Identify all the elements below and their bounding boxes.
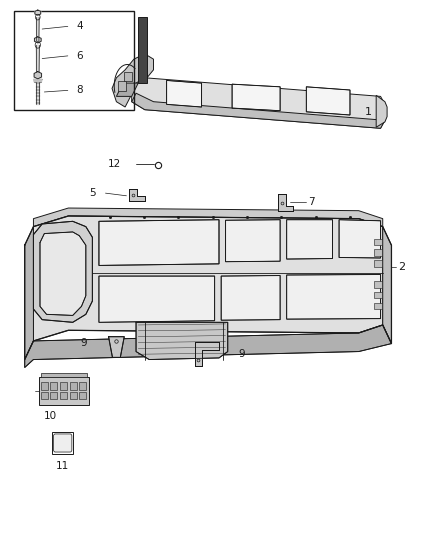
Polygon shape: [287, 220, 332, 259]
Bar: [70, 392, 77, 399]
Polygon shape: [132, 93, 385, 128]
Bar: [41, 382, 48, 390]
Bar: [118, 82, 126, 91]
Text: 9: 9: [239, 349, 245, 359]
Bar: [79, 392, 86, 399]
Polygon shape: [306, 87, 350, 115]
Polygon shape: [33, 216, 383, 341]
Bar: [374, 303, 382, 309]
Bar: [79, 382, 86, 390]
Text: 10: 10: [43, 411, 57, 421]
Bar: [14, 11, 134, 110]
Polygon shape: [36, 72, 39, 76]
Polygon shape: [117, 83, 138, 96]
Text: 8: 8: [76, 85, 83, 95]
Polygon shape: [35, 37, 41, 43]
Polygon shape: [37, 41, 39, 44]
Bar: [374, 292, 382, 298]
Polygon shape: [99, 276, 215, 322]
Bar: [70, 382, 77, 390]
Polygon shape: [166, 80, 201, 107]
Polygon shape: [36, 45, 39, 72]
Bar: [50, 382, 57, 390]
Polygon shape: [339, 220, 381, 258]
Polygon shape: [136, 322, 228, 360]
Bar: [374, 260, 382, 266]
Text: 7: 7: [307, 197, 314, 207]
Polygon shape: [226, 220, 280, 262]
Text: 2: 2: [398, 262, 405, 271]
Polygon shape: [278, 195, 293, 211]
Bar: [124, 72, 132, 82]
Bar: [39, 377, 89, 405]
Polygon shape: [99, 220, 219, 265]
Polygon shape: [138, 17, 147, 83]
Polygon shape: [33, 221, 92, 322]
Polygon shape: [132, 78, 385, 128]
Polygon shape: [34, 71, 42, 79]
Polygon shape: [376, 95, 387, 127]
Polygon shape: [195, 342, 219, 366]
Bar: [374, 281, 382, 288]
Polygon shape: [33, 208, 383, 227]
Polygon shape: [112, 54, 153, 107]
Bar: [374, 239, 382, 245]
FancyBboxPatch shape: [53, 434, 72, 452]
Polygon shape: [221, 276, 280, 320]
Text: 6: 6: [76, 51, 83, 61]
Polygon shape: [232, 84, 280, 111]
Polygon shape: [287, 274, 381, 319]
Bar: [52, 432, 73, 454]
Text: 5: 5: [89, 188, 96, 198]
Polygon shape: [25, 325, 392, 368]
Bar: [50, 392, 57, 399]
Bar: [60, 392, 67, 399]
Polygon shape: [130, 189, 145, 201]
Text: 1: 1: [365, 107, 372, 117]
Polygon shape: [383, 227, 392, 344]
Polygon shape: [35, 10, 41, 15]
Text: 9: 9: [81, 338, 87, 348]
Bar: [60, 382, 67, 390]
Polygon shape: [40, 232, 86, 316]
Polygon shape: [36, 82, 39, 104]
Bar: [41, 392, 48, 399]
Polygon shape: [25, 227, 33, 360]
Text: 12: 12: [108, 159, 121, 169]
Text: 4: 4: [76, 21, 83, 31]
Bar: [374, 249, 382, 256]
Polygon shape: [109, 337, 124, 358]
Bar: [41, 373, 87, 377]
Polygon shape: [34, 79, 42, 82]
Polygon shape: [36, 18, 39, 41]
Text: 11: 11: [56, 461, 69, 471]
